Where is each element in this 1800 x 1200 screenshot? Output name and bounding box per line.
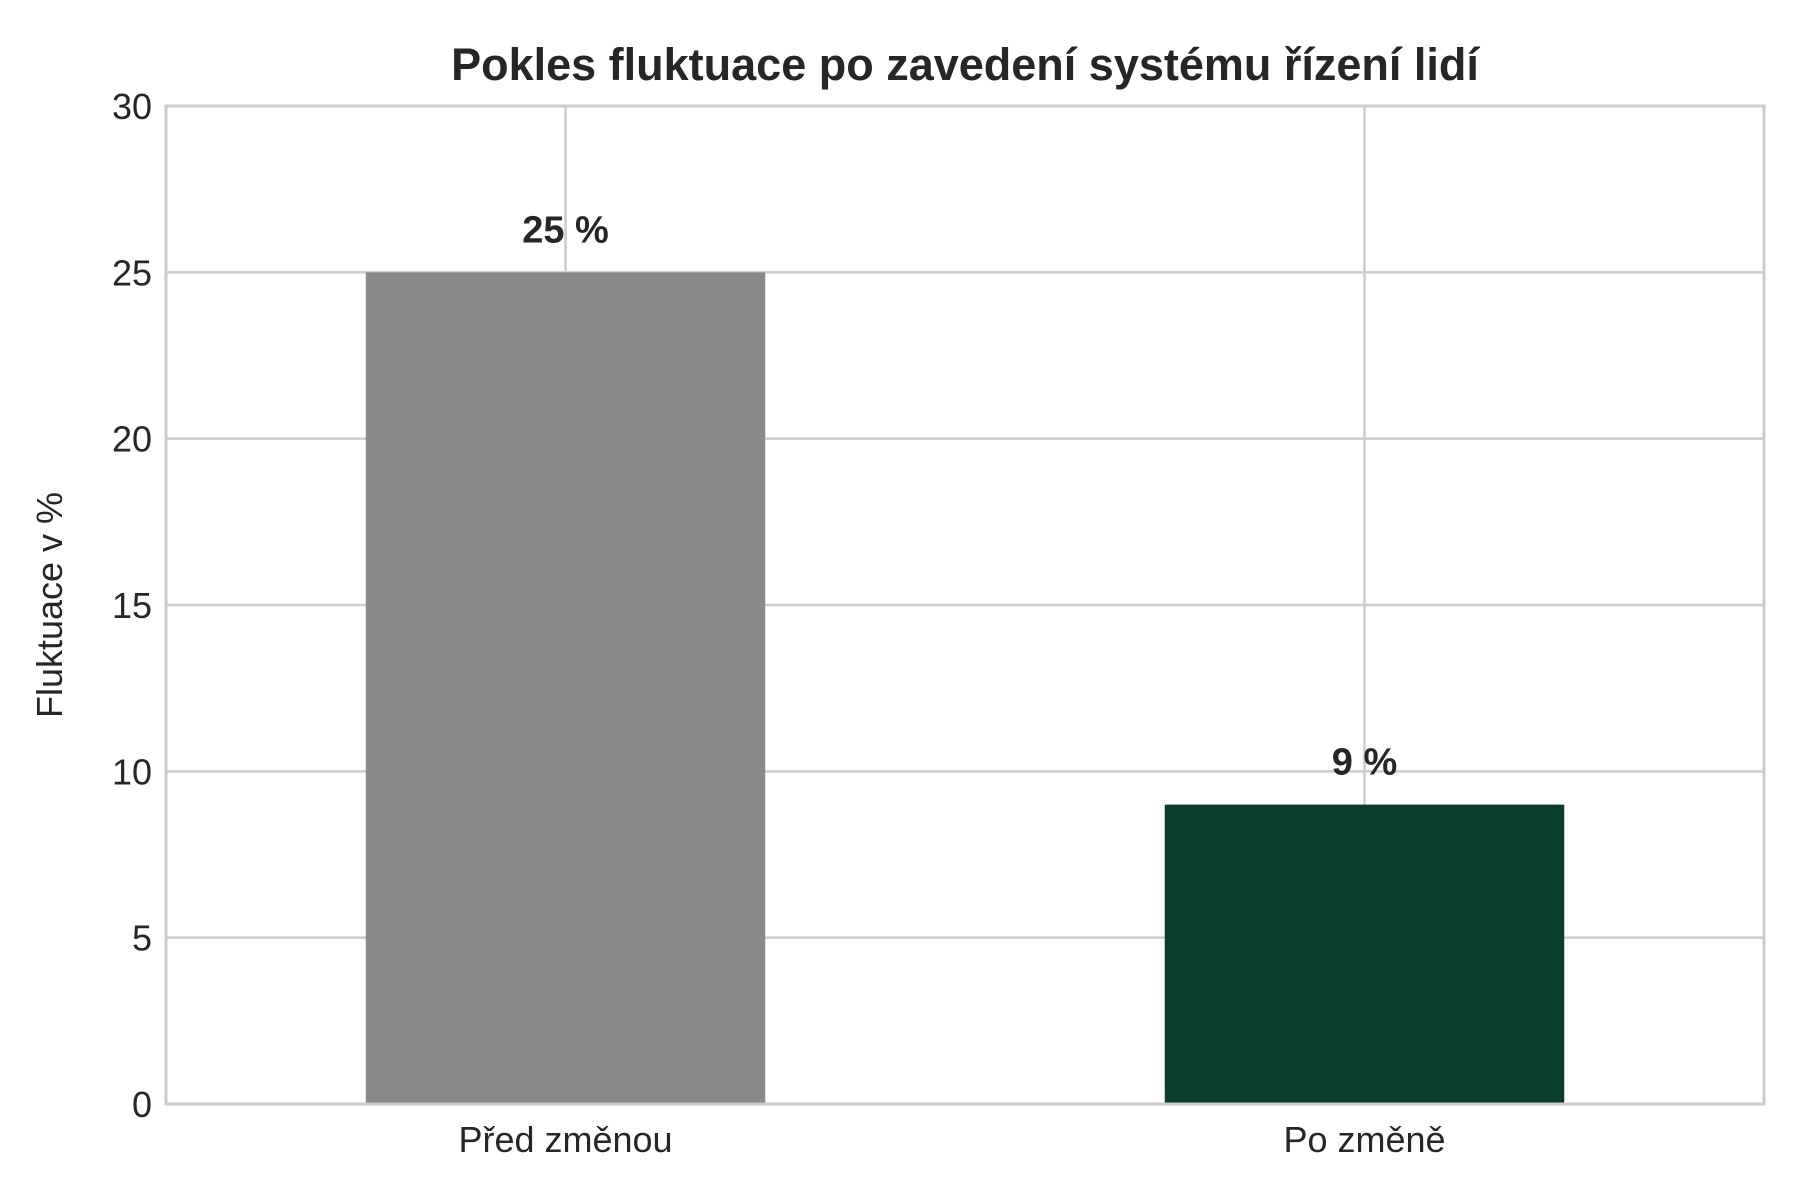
data-label: 25 % <box>522 209 609 251</box>
bar <box>1164 804 1565 1104</box>
chart-title: Pokles fluktuace po zavedení systému říz… <box>451 39 1480 90</box>
data-label: 9 % <box>1332 742 1397 784</box>
y-tick-label: 0 <box>132 1084 152 1125</box>
y-tick-label: 30 <box>112 86 152 127</box>
y-tick-label: 15 <box>112 585 152 626</box>
y-tick-label: 5 <box>132 918 152 959</box>
y-tick-label: 20 <box>112 419 152 460</box>
bar <box>365 272 766 1104</box>
bars <box>365 272 1565 1104</box>
y-tick-label: 10 <box>112 751 152 792</box>
x-tick-label: Před změnou <box>458 1119 672 1160</box>
y-axis-label: Fluktuace v % <box>29 492 70 718</box>
plot-frame <box>164 104 1766 1106</box>
y-tick-labels: 0 5 10 15 20 25 30 <box>112 86 152 1125</box>
x-tick-labels: Před změnou Po změně <box>458 1119 1445 1160</box>
x-tick-label: Po změně <box>1283 1119 1445 1160</box>
y-tick-label: 25 <box>112 252 152 293</box>
data-labels: 25 % 9 % <box>522 209 1397 783</box>
